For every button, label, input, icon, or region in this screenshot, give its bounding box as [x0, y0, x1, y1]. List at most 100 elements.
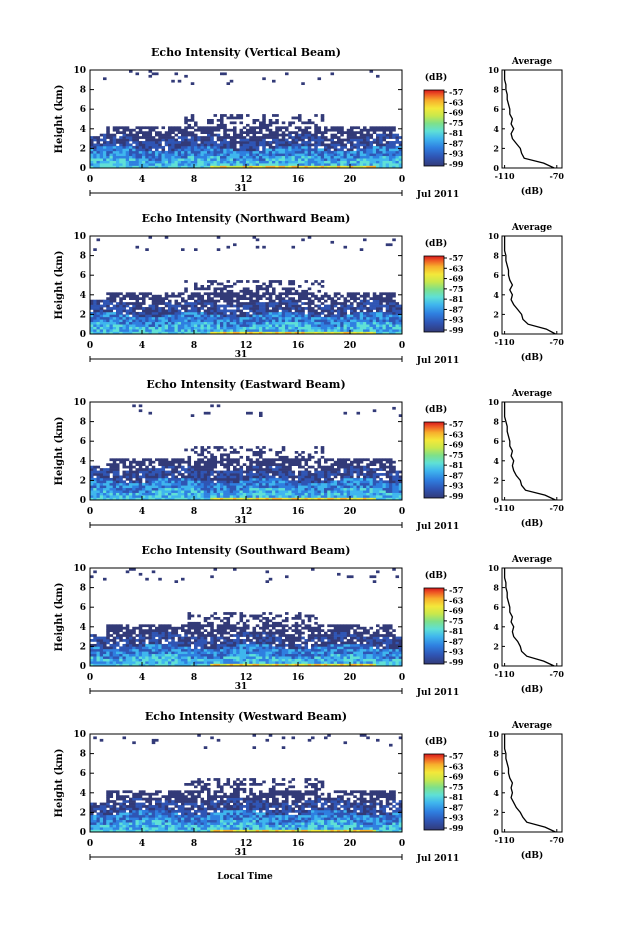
heatmap-cell: [152, 488, 156, 491]
heatmap-cell: [136, 329, 140, 332]
heatmap-cell: [249, 146, 253, 149]
heatmap-cell: [103, 146, 107, 149]
heatmap-cell: [298, 312, 302, 315]
heatmap-cell: [366, 322, 370, 325]
heatmap-cell: [227, 319, 231, 322]
heatmap-cell: [145, 478, 149, 481]
heatmap-cell: [376, 156, 380, 159]
heatmap-cell: [214, 292, 218, 295]
heatmap-cell: [288, 466, 292, 469]
heatmap-cell: [233, 458, 237, 461]
heatmap-cell: [305, 461, 309, 464]
heatmap-cell: [93, 634, 97, 637]
heatmap-cell: [129, 156, 133, 159]
heatmap-cell: [149, 412, 153, 415]
heatmap-cell: [149, 144, 153, 147]
heatmap-cell: [357, 131, 361, 134]
heatmap-cell: [269, 156, 273, 159]
heatmap-cell: [223, 295, 227, 298]
heatmap-cell: [240, 141, 244, 144]
heatmap-cell: [142, 300, 146, 303]
panel-0: Echo Intensity (Vertical Beam)0246810Hei…: [54, 46, 564, 200]
heatmap-cell: [366, 129, 370, 132]
heatmap-cell: [168, 466, 172, 469]
heatmap-cell: [132, 163, 136, 166]
y-tick-label: 0: [80, 330, 86, 340]
heatmap-cell: [314, 468, 318, 471]
heatmap-cell: [227, 314, 231, 317]
heatmap-cell: [288, 329, 292, 332]
heatmap-cell: [366, 146, 370, 149]
heatmap-cell: [370, 297, 374, 300]
heatmap-cell: [360, 307, 364, 310]
heatmap-cell: [223, 146, 227, 149]
heatmap-cell: [136, 495, 140, 498]
heatmap-cell: [217, 327, 221, 330]
heatmap-cell: [279, 468, 283, 471]
heatmap-cell: [201, 478, 205, 481]
heatmap-cell: [373, 461, 377, 464]
heatmap-cell: [103, 163, 107, 166]
heatmap-cell: [103, 480, 107, 483]
heatmap-cell: [201, 471, 205, 474]
heatmap-cell: [259, 478, 263, 481]
heatmap-cell: [373, 468, 377, 471]
heatmap-cell: [392, 136, 396, 139]
heatmap-cell: [295, 136, 299, 139]
heatmap-cell: [350, 317, 354, 320]
heatmap-cell: [139, 126, 143, 129]
heatmap-cell: [282, 126, 286, 129]
heatmap-cell: [119, 649, 123, 652]
heatmap-cell: [275, 473, 279, 476]
heatmap-cell: [327, 466, 331, 469]
heatmap-cell: [305, 329, 309, 332]
heatmap-cell: [227, 134, 231, 137]
heatmap-cell: [207, 139, 211, 142]
heatmap-cell: [214, 327, 218, 330]
heatmap-cell: [383, 161, 387, 164]
colorbar-tick-label: -57: [449, 253, 463, 263]
heatmap-cell: [230, 285, 234, 288]
heatmap-cell: [256, 329, 260, 332]
heatmap-cell: [106, 661, 110, 664]
heatmap-cell: [103, 305, 107, 308]
heatmap-cell: [233, 158, 237, 161]
heatmap-cell: [301, 146, 305, 149]
heatmap-cell: [113, 495, 117, 498]
heatmap-cell: [392, 158, 396, 161]
heatmap-cell: [272, 158, 276, 161]
heatmap-cell: [282, 136, 286, 139]
heatmap-cell: [210, 327, 214, 330]
heatmap-cell: [103, 578, 107, 581]
heatmap-cell: [347, 480, 351, 483]
heatmap-cell: [282, 456, 286, 459]
heatmap-cell: [129, 139, 133, 142]
heatmap-cell: [324, 471, 328, 474]
heatmap-cell: [113, 478, 117, 481]
heatmap-cell: [178, 148, 182, 151]
heatmap-cell: [370, 144, 374, 147]
heatmap-cell: [392, 493, 396, 496]
heatmap-cell: [259, 131, 263, 134]
heatmap-cell: [155, 468, 159, 471]
heatmap-cell: [337, 468, 341, 471]
heatmap-cell: [220, 124, 224, 127]
heatmap-cell: [353, 146, 357, 149]
heatmap-cell: [110, 302, 114, 305]
heatmap-cell: [181, 458, 185, 461]
heatmap-cell: [227, 305, 231, 308]
heatmap-cell: [256, 490, 260, 493]
heatmap-cell: [350, 490, 354, 493]
heatmap-cell: [376, 134, 380, 137]
heatmap-cell: [110, 327, 114, 330]
heatmap-cell: [149, 131, 153, 134]
x-tick-label: 0: [399, 507, 405, 517]
heatmap-cell: [168, 146, 172, 149]
heatmap-cell: [184, 495, 188, 498]
heatmap-cell: [106, 297, 110, 300]
heatmap-cell: [366, 329, 370, 332]
heatmap-cell: [334, 485, 338, 488]
heatmap-cell: [353, 144, 357, 147]
heatmap-cell: [230, 144, 234, 147]
heatmap-cell: [373, 312, 377, 315]
